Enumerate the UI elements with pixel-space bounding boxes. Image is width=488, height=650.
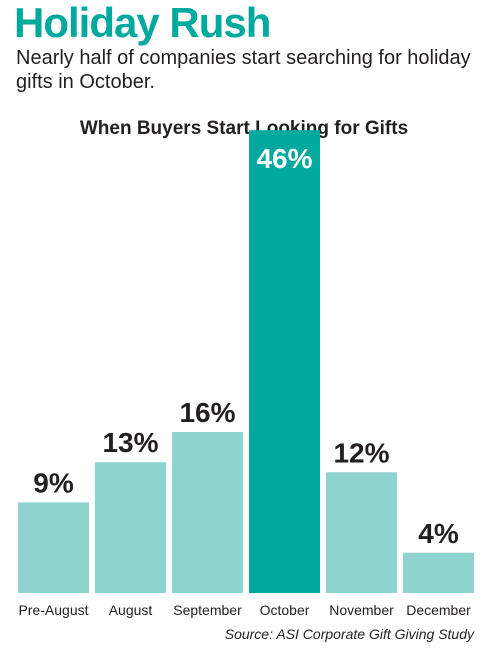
data-label: 16% [179, 397, 235, 428]
bar-december [403, 552, 474, 593]
x-tick-label: September [173, 602, 242, 618]
x-tick-label: August [109, 602, 153, 618]
bar-pre-august [18, 502, 89, 593]
data-label: 9% [33, 467, 74, 498]
data-label: 4% [418, 518, 459, 549]
data-label: 46% [256, 143, 312, 174]
bar-november [326, 472, 397, 593]
data-label: 13% [102, 427, 158, 458]
bar-september [172, 432, 243, 593]
x-tick-label: November [329, 602, 394, 618]
source-note: Source: ASI Corporate Gift Giving Study [224, 626, 474, 642]
bar-october [249, 130, 320, 594]
data-label: 12% [333, 437, 389, 468]
subtitle: Nearly half of companies start searching… [16, 47, 471, 93]
headline: Holiday Rush [14, 0, 271, 46]
x-tick-label: Pre-August [18, 602, 88, 618]
x-tick-label: October [260, 602, 310, 618]
chart-title: When Buyers Start Looking for Gifts [79, 118, 409, 139]
x-tick-label: December [406, 602, 471, 618]
bar-august [95, 462, 166, 593]
